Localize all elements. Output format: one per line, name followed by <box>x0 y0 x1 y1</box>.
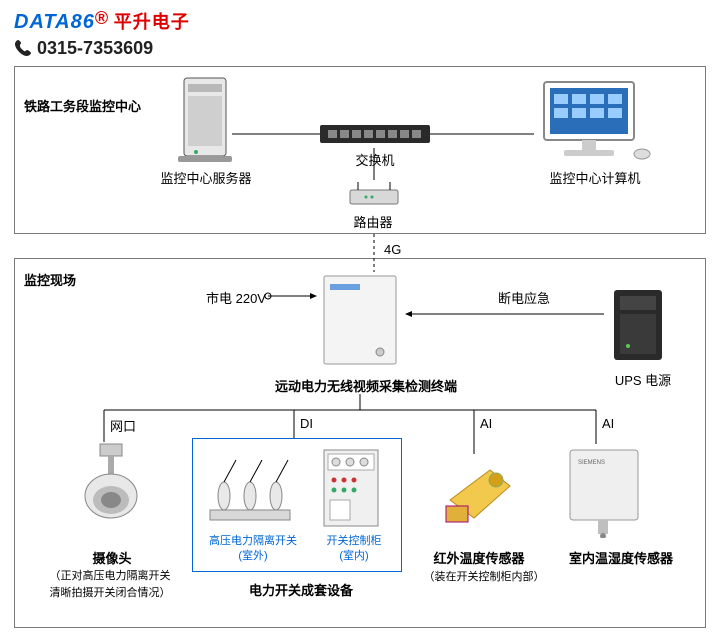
port-net: 网口 <box>110 416 136 435</box>
site-title: 监控现场 <box>24 270 76 289</box>
center-title: 铁路工务段监控中心 <box>24 96 141 115</box>
terminal-icon <box>320 272 400 371</box>
ir-sensor-icon <box>440 456 520 533</box>
pc-label: 监控中心计算机 <box>540 168 650 187</box>
router-icon <box>346 180 402 213</box>
phone-icon <box>14 39 32 57</box>
pc-icon <box>534 78 654 167</box>
mains-label: 市电 220V <box>206 288 266 307</box>
indoor-sensor-icon: SIEMENS <box>562 444 646 541</box>
hv-switch-icon <box>200 446 300 529</box>
svg-text:SIEMENS: SIEMENS <box>578 460 605 466</box>
header: DATA86® 平升电子 0315-7353609 <box>14 8 190 59</box>
ir-note: （装在开关控制柜内部） <box>414 568 554 584</box>
ups-label: UPS 电源 <box>608 370 678 389</box>
switch-icon <box>320 120 430 151</box>
phone-number: 0315-7353609 <box>37 38 153 58</box>
indoor-label: 室内温湿度传感器 <box>556 548 686 567</box>
cabinet-label: 开关控制柜 (室内) <box>314 534 394 565</box>
camera-label: 摄像头 <box>82 548 142 567</box>
brand-en: DATA86 <box>14 11 95 33</box>
switch-label: 交换机 <box>350 150 400 169</box>
logo: DATA86® 平升电子 <box>14 8 190 34</box>
server-icon <box>178 74 232 167</box>
brand-cn: 平升电子 <box>114 12 190 32</box>
ups-line-label: 断电应急 <box>498 288 550 307</box>
cabinet-icon <box>318 446 384 533</box>
reg-mark: ® <box>95 8 109 28</box>
phone: 0315-7353609 <box>14 38 190 59</box>
router-label: 路由器 <box>348 212 398 231</box>
terminal-label: 远动电力无线视频采集检测终端 <box>236 376 496 395</box>
port-ai2: AI <box>602 416 614 431</box>
server-label: 监控中心服务器 <box>156 168 256 187</box>
camera-note: （正对高压电力隔离开关 清晰拍摄开关闭合情况） <box>30 568 190 601</box>
power-group-label: 电力开关成套设备 <box>236 580 366 599</box>
ir-label: 红外温度传感器 <box>424 548 534 567</box>
hv-switch-label: 高压电力隔离开关 (室外) <box>198 534 308 565</box>
ups-icon <box>608 286 668 367</box>
svg-text:4G: 4G <box>384 242 401 257</box>
port-di: DI <box>300 416 313 431</box>
port-ai1: AI <box>480 416 492 431</box>
camera-icon <box>76 442 146 535</box>
